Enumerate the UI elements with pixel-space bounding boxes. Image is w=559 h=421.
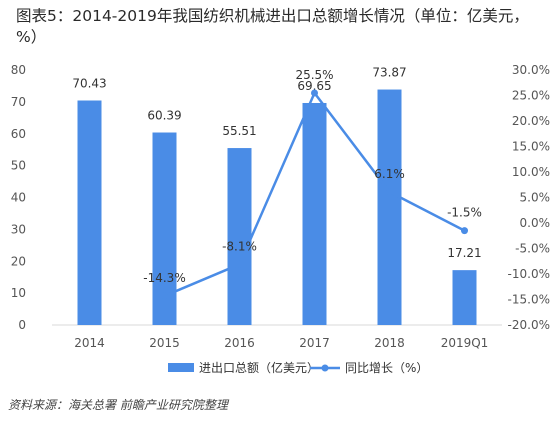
left-tick-label: 50 <box>11 159 26 173</box>
bar <box>227 148 252 325</box>
x-tick-label: 2017 <box>299 336 330 350</box>
x-axis: 2014 2015 2016 2017 2018 2019Q1 <box>52 324 502 350</box>
growth-data-label: 6.1% <box>374 167 405 181</box>
growth-point <box>311 89 318 97</box>
bar <box>302 102 327 325</box>
x-tick-label: 2015 <box>149 336 180 350</box>
growth-point <box>161 292 168 300</box>
bar <box>452 270 477 325</box>
growth-point <box>386 188 393 196</box>
left-tick-label: 30 <box>11 222 26 236</box>
left-tick-label: 60 <box>11 127 26 141</box>
legend: 进出口总额（亿美元） 同比增长（%） <box>168 360 428 375</box>
left-tick-label: 10 <box>11 286 26 300</box>
x-tick-label: 2019Q1 <box>441 336 489 350</box>
left-tick-label: 40 <box>11 191 26 205</box>
line-series: -14.3% -8.1% 25.5% 6.1% -1.5% <box>143 68 482 300</box>
bar-series: 70.43 60.39 55.51 69.65 73.87 17.21 <box>72 66 482 326</box>
right-axis: -20.0% -15.0% -10.0% -5.0% 0.0% 5.0% 10.0% 15.0… <box>508 63 550 332</box>
right-tick-label: 25.0% <box>512 89 550 103</box>
right-tick-label: -10.0% <box>508 267 550 281</box>
bar-data-label: 70.43 <box>72 77 106 91</box>
x-tick-label: 2014 <box>74 336 105 350</box>
bar-data-label: 69.65 <box>297 79 331 93</box>
x-tick-label: 2018 <box>374 336 405 350</box>
bar-data-label: 55.51 <box>222 124 256 138</box>
right-tick-label: -15.0% <box>508 293 550 307</box>
growth-data-label: -8.1% <box>222 239 257 253</box>
source-note: 资料来源：海关总署 前瞻产业研究院整理 <box>8 398 228 412</box>
legend-bar-label: 进出口总额（亿美元） <box>199 360 319 375</box>
left-tick-label: 80 <box>11 63 26 77</box>
right-tick-label: 5.0% <box>520 191 551 205</box>
legend-line-label: 同比增长（%） <box>345 361 428 375</box>
right-tick-label: 30.0% <box>512 63 550 77</box>
legend-bar-swatch <box>168 363 194 372</box>
right-tick-label: -5.0% <box>515 242 550 256</box>
right-tick-label: 15.0% <box>512 140 550 154</box>
x-tick-label: 2016 <box>224 336 255 350</box>
growth-data-label: -1.5% <box>447 206 482 220</box>
growth-data-label: -14.3% <box>143 271 185 285</box>
legend-line-marker <box>321 364 329 372</box>
bar <box>377 89 402 326</box>
right-tick-label: 10.0% <box>512 165 550 179</box>
bar-data-label: 60.39 <box>147 109 181 123</box>
bar-data-label: 17.21 <box>447 246 481 260</box>
growth-point <box>461 227 468 235</box>
right-tick-label: 0.0% <box>520 216 551 230</box>
left-axis: 0 10 20 30 40 50 60 70 80 <box>11 63 26 332</box>
right-tick-label: -20.0% <box>508 318 550 332</box>
left-tick-label: 0 <box>18 318 26 332</box>
bar-data-label: 73.87 <box>372 66 406 80</box>
left-tick-label: 20 <box>11 254 26 268</box>
chart-title: 图表5：2014-2019年我国纺织机械进出口总额增长情况（单位：亿美元，%） <box>16 7 529 46</box>
left-tick-label: 70 <box>11 95 26 109</box>
right-tick-label: 20.0% <box>512 114 550 128</box>
growth-data-label: 25.5% <box>295 68 333 82</box>
growth-point <box>236 260 243 268</box>
bar <box>77 100 102 326</box>
